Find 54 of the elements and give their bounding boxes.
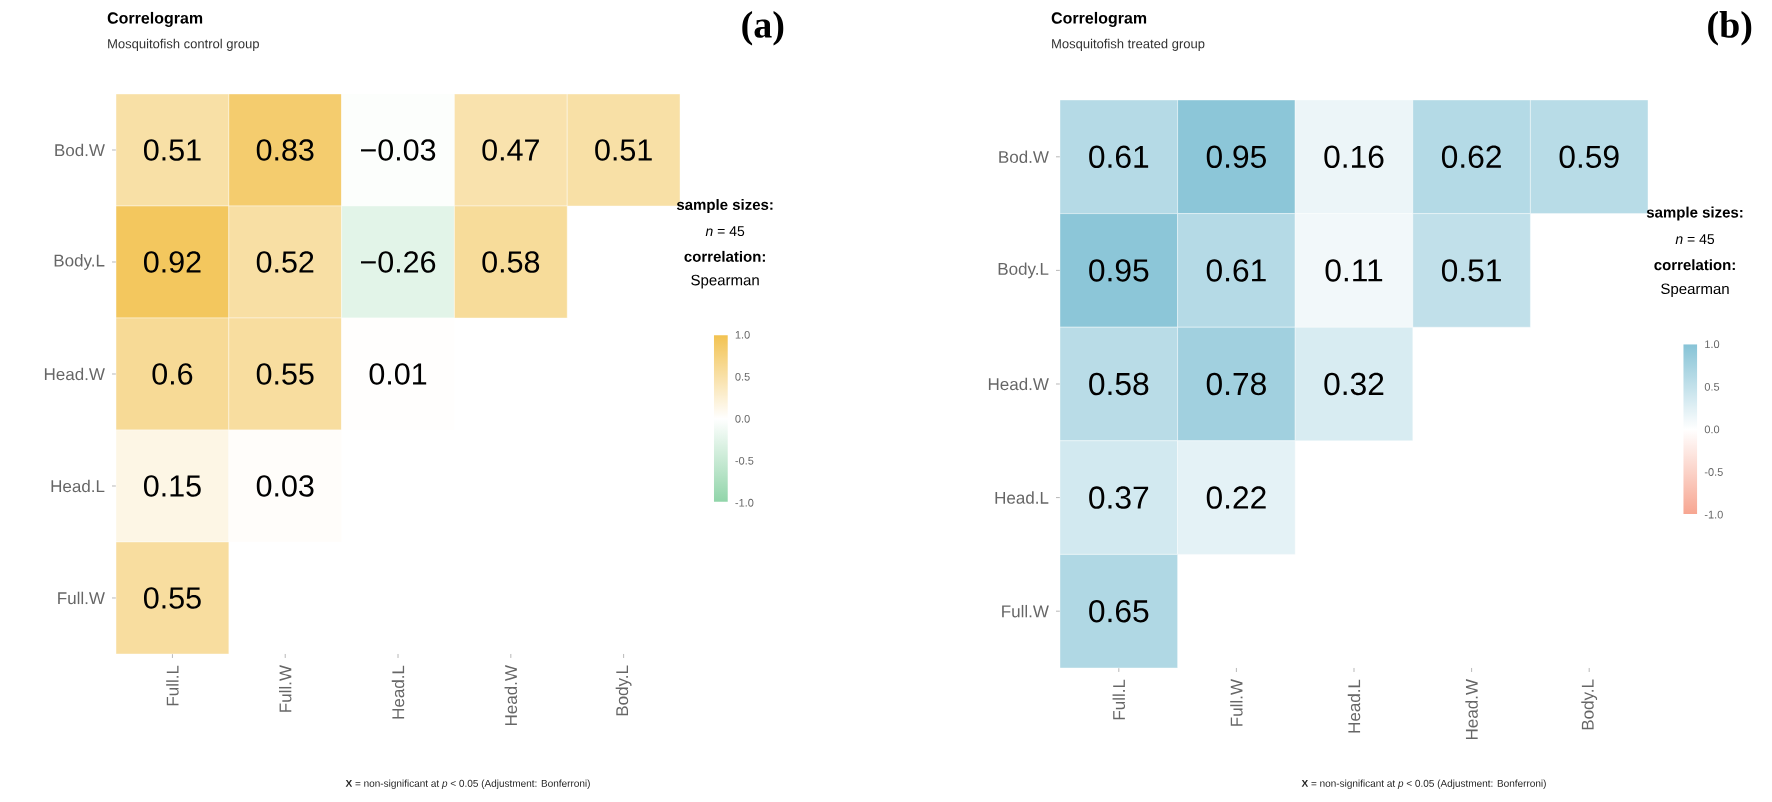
data-label: 0.58 (1089, 372, 1149, 396)
data-label: 0.37 (1089, 486, 1149, 509)
data-label: 0.83 (256, 139, 314, 161)
data-label: −0.03 (360, 139, 436, 161)
chart-title: Correlogram (107, 11, 203, 27)
x-tick-label: Head.L (1347, 679, 1361, 733)
data-label: 0.59 (1559, 145, 1619, 169)
data-label: 0.55 (143, 587, 201, 609)
data-label: 0.01 (369, 363, 427, 385)
data-label: 0.52 (256, 251, 314, 273)
y-tick-label: Body.L (998, 262, 1049, 279)
data-label: 0.55 (256, 363, 314, 385)
data-label: 0.51 (595, 139, 652, 161)
y-tick-label: Full.W (58, 591, 105, 605)
x-tick-label: Body.L (1581, 679, 1598, 730)
data-label: 0.6 (152, 363, 193, 385)
y-tick-label: Full.W (1002, 604, 1049, 618)
x-tick-label: Full.W (278, 665, 292, 712)
text: (a) (742, 11, 784, 46)
x-tick-label: Head.W (1465, 679, 1478, 740)
data-label: 0.61 (1206, 259, 1266, 282)
x-tick-label: Full.L (1112, 679, 1126, 720)
data-label: 0.32 (1324, 372, 1384, 396)
y-tick-label: Bod.W (999, 150, 1049, 164)
data-label: 0.78 (1206, 372, 1266, 396)
x-tick-label: Full.L (166, 665, 179, 706)
y-tick-label: Body.L (54, 254, 105, 270)
x-tick-label: Body.L (615, 665, 632, 716)
data-label: 0.03 (256, 475, 314, 497)
data-label: −0.26 (360, 251, 436, 273)
chart-title: Correlogram (1051, 11, 1147, 27)
y-tick-label: Head.W (988, 377, 1049, 391)
text: (b) (1708, 11, 1752, 46)
data-label: 0.58 (482, 251, 540, 273)
data-label: 0.95 (1089, 259, 1149, 282)
data-label: 0.22 (1206, 486, 1266, 509)
data-label: 0.51 (143, 139, 201, 161)
x-tick-label: Head.W (504, 665, 518, 726)
y-tick-label: Bod.W (55, 143, 105, 157)
x-tick-label: Head.L (391, 665, 405, 719)
data-label: 0.95 (1206, 145, 1266, 169)
data-label: 0.92 (143, 251, 201, 273)
data-label: 0.62 (1441, 145, 1501, 169)
data-label: 0.11 (1325, 259, 1383, 282)
data-label: 0.65 (1089, 599, 1149, 623)
x-tick-label: Full.W (1230, 679, 1243, 726)
data-label: 0.15 (143, 475, 201, 497)
y-tick-label: Head.W (44, 367, 105, 381)
data-label: 0.51 (1441, 259, 1501, 282)
data-label: 0.47 (482, 139, 539, 161)
data-label: 0.61 (1089, 145, 1149, 169)
y-tick-label: Head.L (995, 491, 1049, 504)
y-tick-label: Head.L (51, 479, 105, 493)
data-label: 0.16 (1324, 145, 1384, 169)
